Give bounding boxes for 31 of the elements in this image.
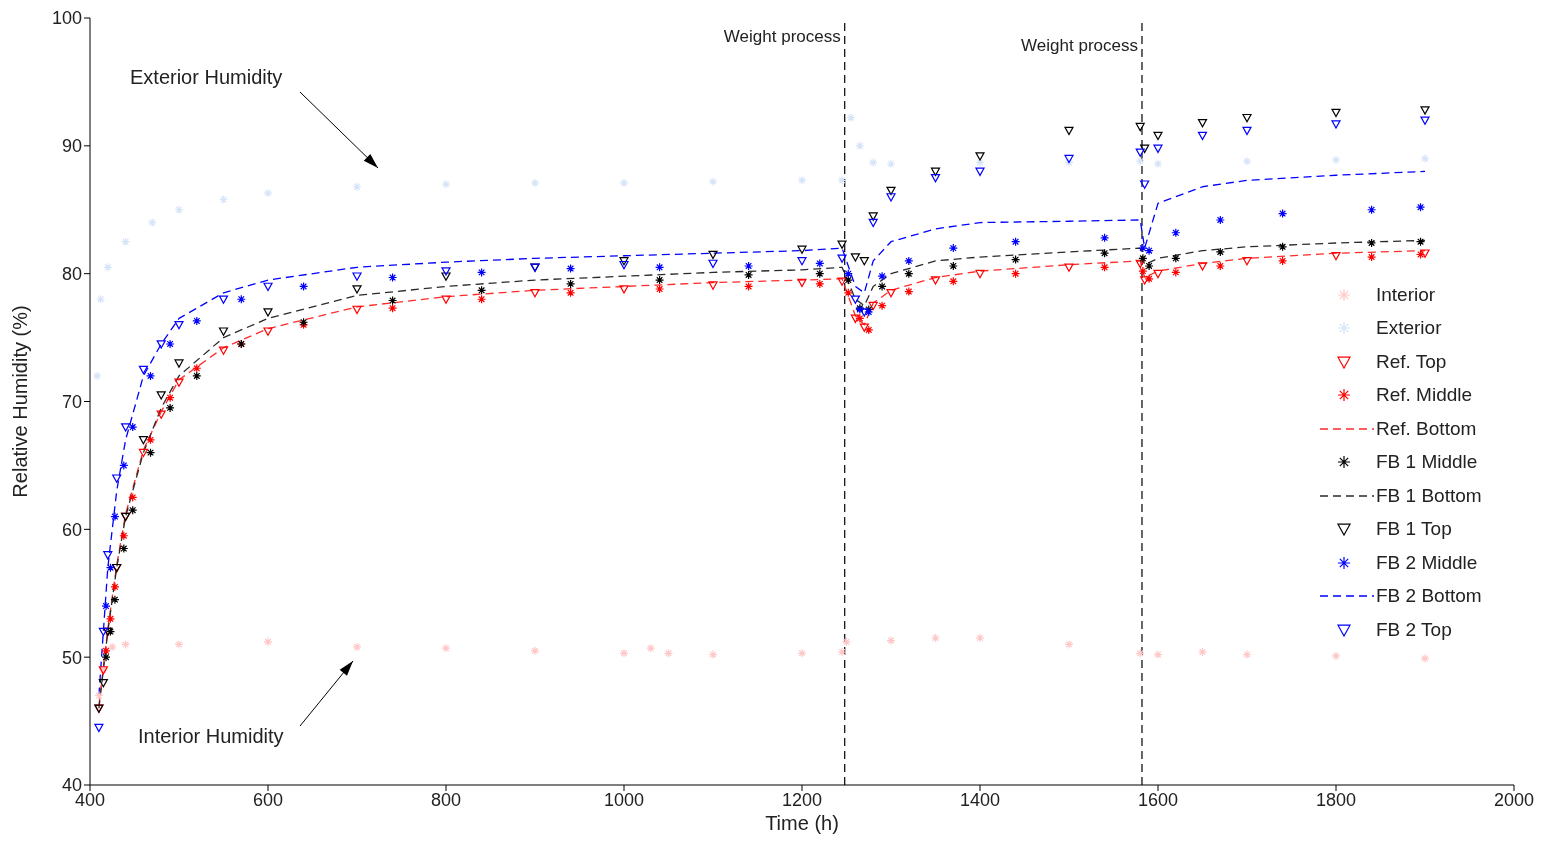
legend-label: FB 1 Top bbox=[1376, 518, 1452, 541]
legend-label: FB 2 Bottom bbox=[1376, 585, 1482, 608]
legend-label: FB 1 Middle bbox=[1376, 451, 1478, 474]
x-tick-label: 1600 bbox=[1137, 789, 1179, 810]
y-tick-label: 50 bbox=[61, 647, 82, 668]
legend-label: FB 2 Middle bbox=[1376, 551, 1478, 574]
annotation: Exterior Humidity bbox=[130, 66, 283, 88]
x-tick-label: 2000 bbox=[1493, 789, 1535, 810]
ref-line-label: Weight process bbox=[1021, 36, 1138, 55]
x-tick-label: 1800 bbox=[1315, 789, 1357, 810]
x-axis-title: Time (h) bbox=[765, 812, 839, 834]
legend-label: FB 1 Bottom bbox=[1376, 484, 1482, 507]
ref-line-label: Weight process bbox=[723, 27, 841, 46]
y-tick-label: 100 bbox=[51, 8, 82, 29]
legend-label: Interior bbox=[1376, 283, 1436, 306]
legend-label: Ref. Bottom bbox=[1376, 417, 1477, 440]
x-tick-label: 1400 bbox=[959, 789, 1001, 810]
annotation: Interior Humidity bbox=[138, 725, 284, 747]
x-tick-label: 600 bbox=[252, 789, 284, 810]
y-tick-label: 90 bbox=[61, 136, 82, 157]
x-tick-label: 800 bbox=[430, 789, 462, 810]
legend-label: Exterior bbox=[1376, 317, 1442, 340]
y-tick-label: 60 bbox=[61, 519, 82, 540]
y-tick-label: 70 bbox=[61, 391, 82, 412]
x-tick-label: 1200 bbox=[781, 789, 823, 810]
legend-label: FB 2 Top bbox=[1376, 618, 1452, 641]
y-tick-label: 80 bbox=[61, 264, 82, 285]
legend-label: Ref. Top bbox=[1376, 350, 1447, 373]
legend-label: Ref. Middle bbox=[1376, 384, 1473, 407]
x-tick-label: 1000 bbox=[603, 789, 645, 810]
y-axis-title: Relative Humidity (%) bbox=[9, 305, 32, 498]
